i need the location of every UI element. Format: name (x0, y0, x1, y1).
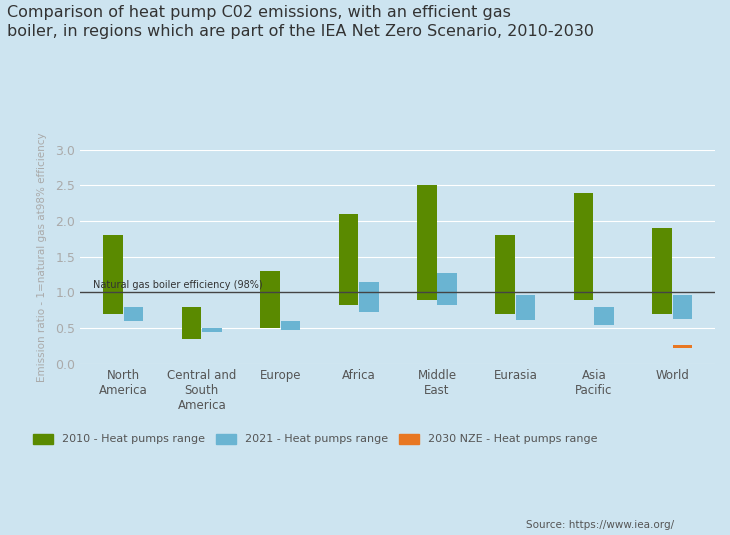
Bar (437, 273, 457, 305)
Legend: 2010 - Heat pumps range, 2021 - Heat pumps range, 2030 NZE - Heat pumps range: 2010 - Heat pumps range, 2021 - Heat pum… (28, 429, 602, 449)
Bar (672, 345, 692, 348)
Bar (594, 307, 614, 325)
Bar (202, 328, 222, 332)
Text: Comparison of heat pump C02 emissions, with an efficient gas
boiler, in regions : Comparison of heat pump C02 emissions, w… (7, 5, 594, 39)
Bar (417, 186, 437, 300)
Bar (574, 193, 593, 300)
Bar (339, 214, 358, 305)
Bar (104, 235, 123, 314)
Bar (182, 307, 201, 339)
Bar (280, 321, 300, 330)
Bar (124, 307, 143, 321)
Bar (260, 271, 280, 328)
Bar (672, 295, 692, 319)
Bar (516, 295, 536, 319)
Bar (496, 235, 515, 314)
Y-axis label: Emission ratio - 1=natural gas at98% efficiency: Emission ratio - 1=natural gas at98% eff… (37, 132, 47, 381)
Bar (653, 228, 672, 314)
Text: Natural gas boiler efficiency (98%): Natural gas boiler efficiency (98%) (93, 280, 263, 289)
Text: Source: https://www.iea.org/: Source: https://www.iea.org/ (526, 519, 674, 530)
Bar (359, 282, 379, 312)
